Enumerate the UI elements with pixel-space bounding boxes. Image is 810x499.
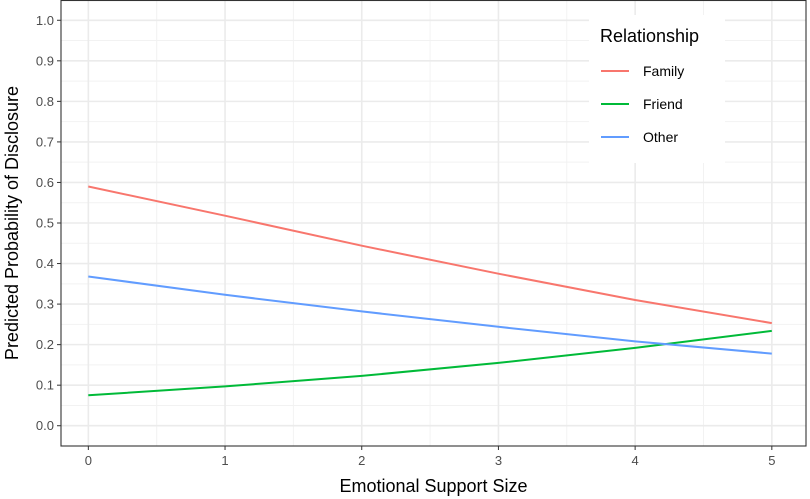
legend-title: Relationship	[600, 26, 699, 46]
legend-background	[589, 15, 725, 163]
y-tick-label: 0.7	[36, 134, 54, 149]
x-tick-label: 3	[495, 453, 502, 468]
y-tick-label: 0.6	[36, 175, 54, 190]
y-tick-label: 0.0	[36, 418, 54, 433]
legend-items: Family Friend Other	[601, 63, 684, 145]
y-tick-label: 1.0	[36, 13, 54, 28]
series-line-other	[88, 275, 772, 355]
y-tick-label: 0.3	[36, 297, 54, 312]
y-axis: 0.0 0.1 0.2 0.3 0.4 0.5 0.6 0.7 0.8 0.9 1.0	[36, 13, 61, 433]
x-tick-label: 0	[85, 453, 92, 468]
x-axis: 0 1 2 3 4 5	[85, 446, 775, 468]
legend-label-friend: Friend	[643, 96, 683, 112]
y-tick-label: 0.9	[36, 53, 54, 68]
legend-label-other: Other	[643, 129, 678, 145]
x-tick-label: 1	[221, 453, 228, 468]
x-tick-label: 2	[358, 453, 365, 468]
y-tick-label: 0.4	[36, 256, 54, 271]
x-tick-label: 4	[632, 453, 639, 468]
y-axis-title: Predicted Probability of Disclosure	[2, 86, 22, 360]
series-line-friend	[88, 329, 772, 397]
y-tick-label: 0.5	[36, 216, 54, 231]
y-tick-label: 0.8	[36, 94, 54, 109]
y-tick-label: 0.1	[36, 378, 54, 393]
series-line-family	[88, 185, 772, 325]
x-axis-title: Emotional Support Size	[339, 476, 527, 496]
legend: Relationship Family Friend Other	[589, 15, 725, 163]
legend-label-family: Family	[643, 63, 684, 79]
series-layer	[88, 185, 772, 397]
x-tick-label: 5	[768, 453, 775, 468]
y-tick-label: 0.2	[36, 337, 54, 352]
